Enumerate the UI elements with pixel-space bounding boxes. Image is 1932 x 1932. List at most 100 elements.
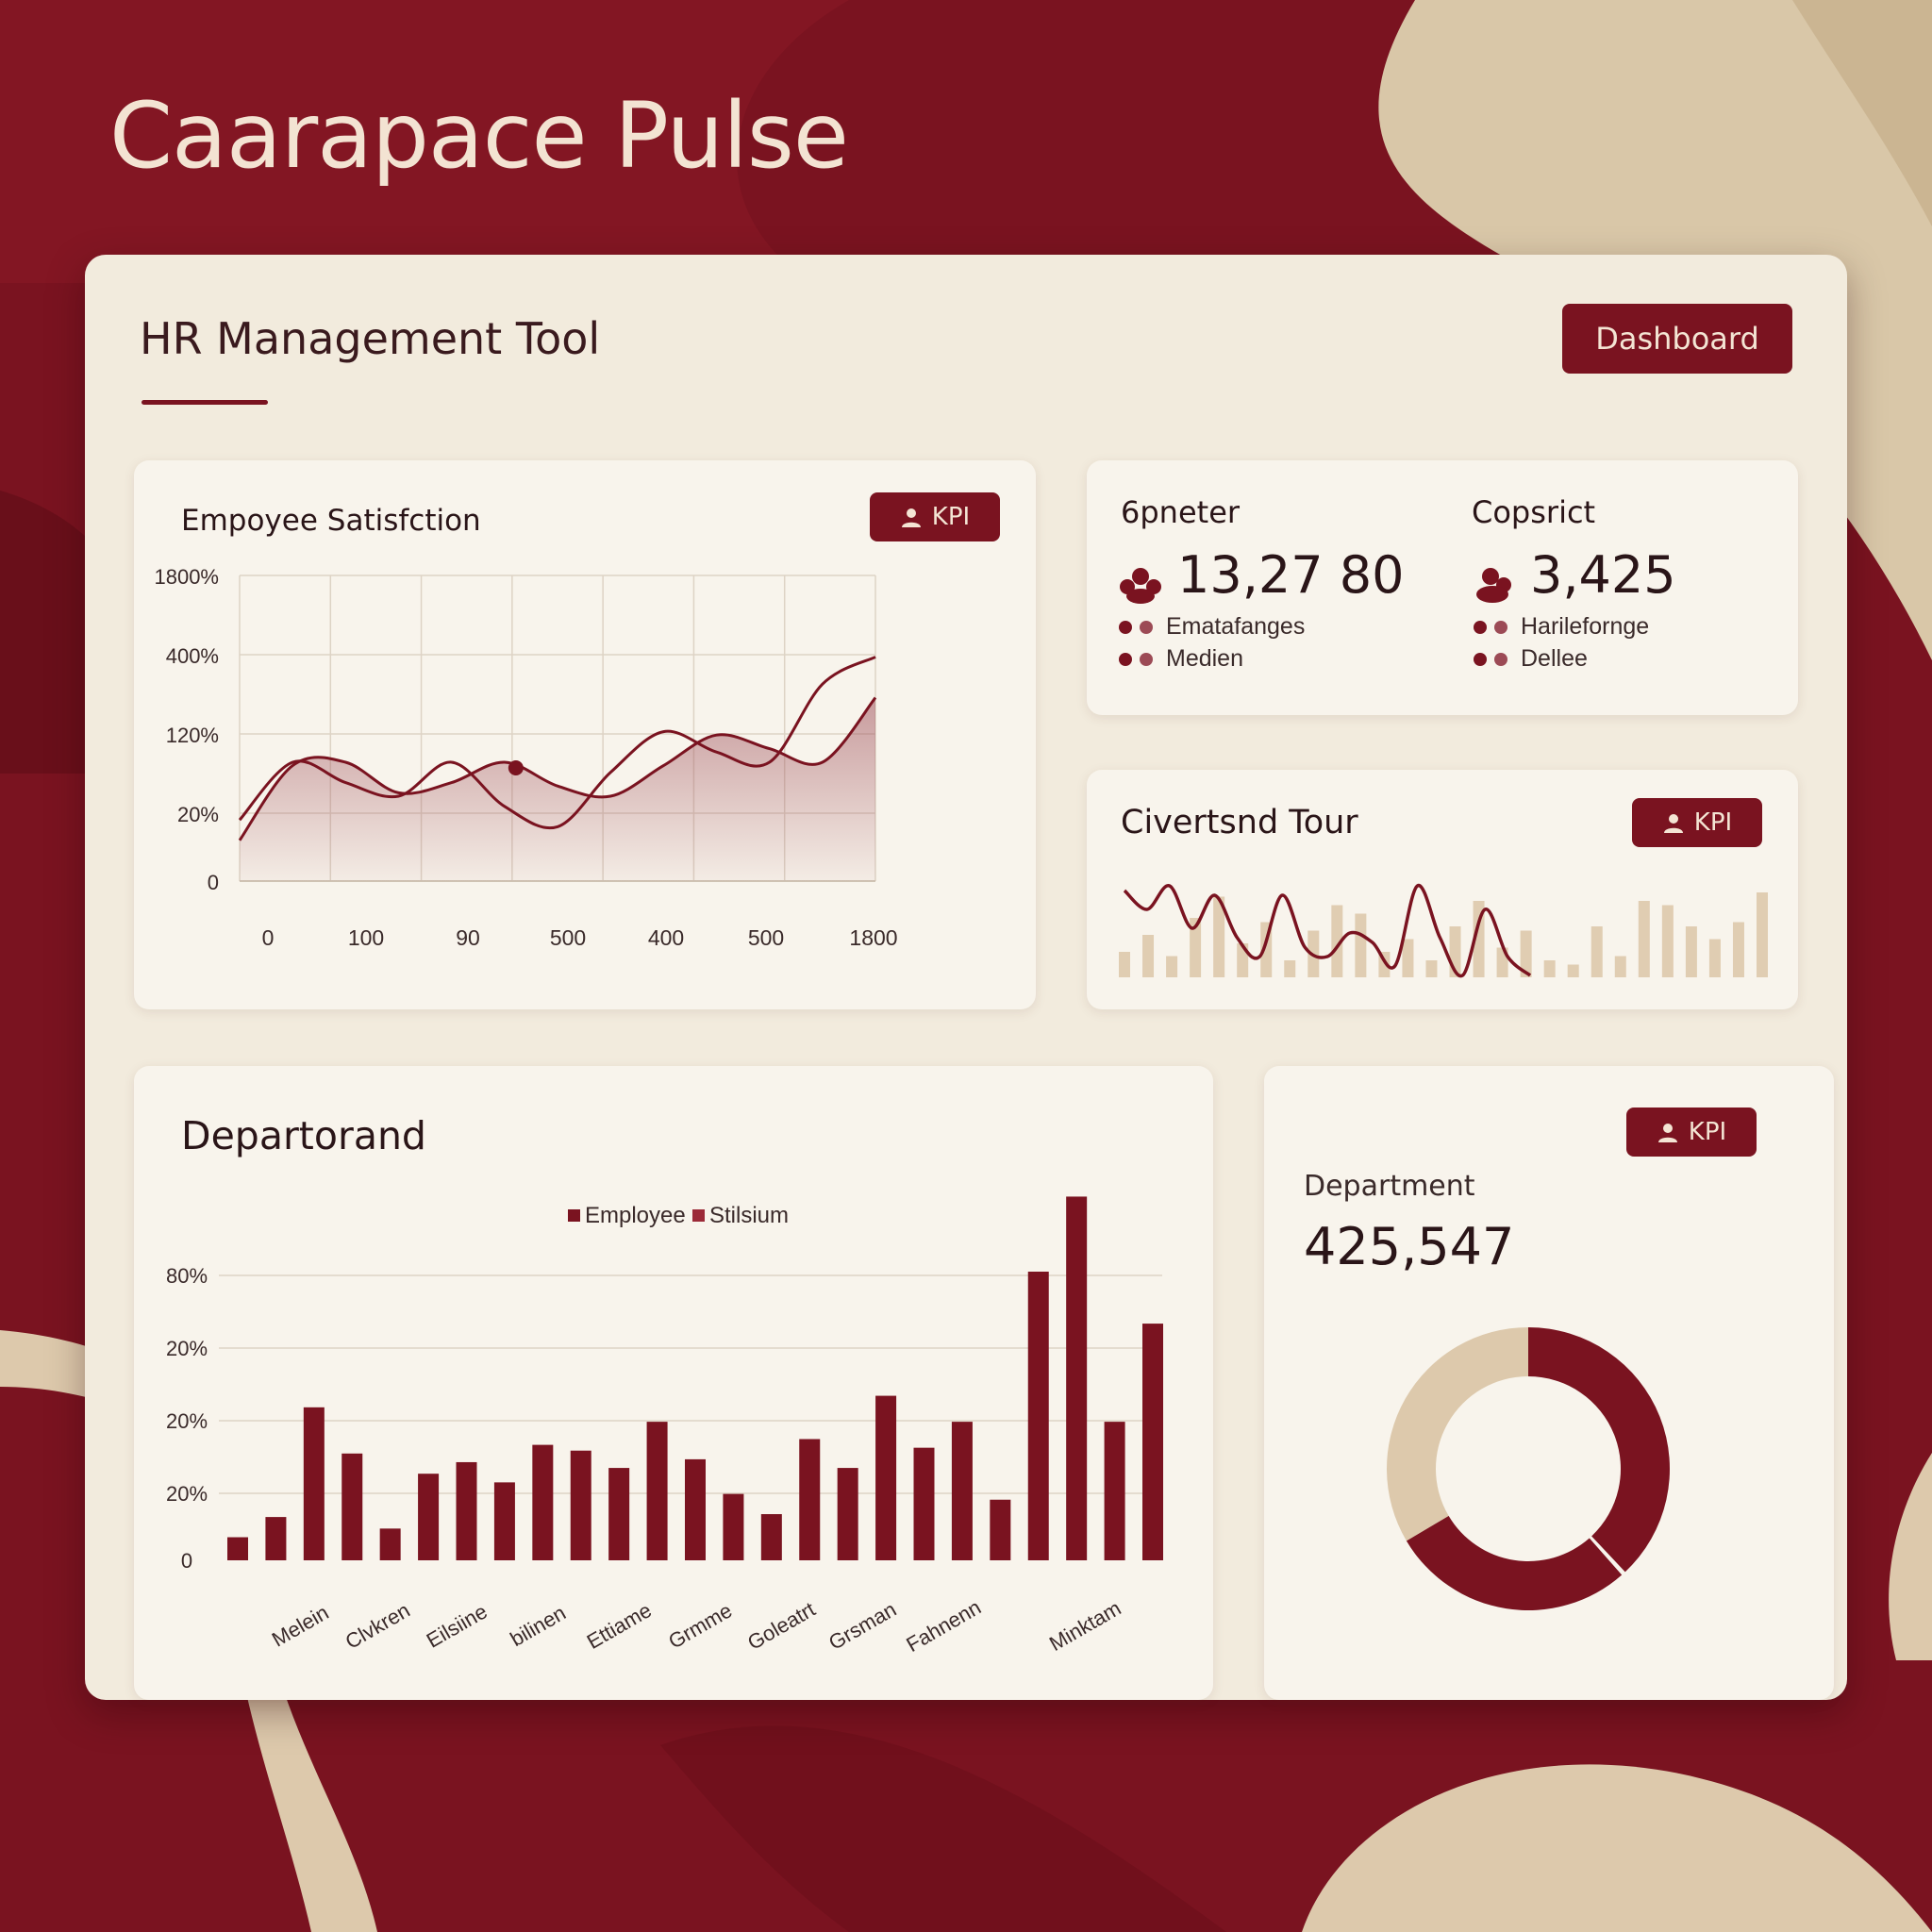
app-title: Caarapace Pulse xyxy=(109,83,849,189)
tour-bar xyxy=(1567,964,1579,977)
x-tick-label: 1800 xyxy=(849,925,897,950)
department-card: Departorand 80% 20% 20% 20% 0 Employee Stilsiu… xyxy=(134,1066,1213,1700)
person-icon xyxy=(1662,812,1685,833)
tour-bar xyxy=(1190,918,1202,977)
department-bar xyxy=(265,1517,287,1560)
kpi-badge[interactable]: KPI xyxy=(1626,1108,1757,1157)
tour-title: Civertsnd Tour xyxy=(1121,804,1358,841)
department-bar xyxy=(608,1468,630,1560)
x-category-label: Fahnenn xyxy=(902,1595,985,1657)
satisfaction-title: Empoyee Satisfction xyxy=(181,504,481,538)
legend-swatch xyxy=(692,1209,705,1222)
tour-bar xyxy=(1284,960,1296,977)
y-tick-label: 0 xyxy=(181,1549,192,1573)
stat-value-right: 3,425 xyxy=(1530,545,1676,605)
x-tick-label: 90 xyxy=(456,925,480,950)
stat-line: Ematafanges xyxy=(1119,613,1305,641)
person-icon xyxy=(1657,1122,1679,1142)
donut-slice xyxy=(1528,1327,1670,1573)
tour-line xyxy=(1123,884,1532,978)
tour-bar xyxy=(1142,935,1155,977)
x-tick-label: 500 xyxy=(748,925,784,950)
department-bar xyxy=(341,1453,363,1560)
tour-bar xyxy=(1473,901,1485,977)
data-point xyxy=(508,760,524,775)
x-category-label: Melein xyxy=(268,1600,333,1651)
dashboard-button[interactable]: Dashboard xyxy=(1562,304,1792,374)
tour-chart xyxy=(1119,884,1768,978)
y-tick-label: 0 xyxy=(208,871,219,894)
department-title: Departorand xyxy=(181,1113,426,1158)
department-bar xyxy=(646,1422,668,1560)
department-bar xyxy=(379,1528,401,1560)
stats-card: 6pneter 13,27 80 Ematafanges Medien Cops… xyxy=(1087,460,1798,715)
tour-bar xyxy=(1520,930,1532,977)
department-bar xyxy=(723,1493,744,1560)
series-area xyxy=(240,697,875,881)
tour-card: Civertsnd Tour KPI xyxy=(1087,770,1798,1009)
tour-bar xyxy=(1543,960,1556,977)
department-bar xyxy=(913,1447,935,1560)
y-tick-label: 20% xyxy=(166,1482,208,1506)
tour-bar xyxy=(1661,905,1674,977)
tour-bar xyxy=(1757,892,1768,977)
title-underline xyxy=(142,400,268,405)
tour-bar xyxy=(1331,905,1343,977)
tour-bar xyxy=(1614,956,1626,977)
department-bar xyxy=(951,1422,973,1560)
people-icon xyxy=(1120,568,1161,604)
legend-swatch xyxy=(568,1209,580,1222)
stat-line: Medien xyxy=(1119,645,1243,673)
stat-value-left: 13,27 80 xyxy=(1177,545,1405,605)
x-tick-label: 400 xyxy=(648,925,684,950)
y-tick-label: 20% xyxy=(177,803,219,826)
tour-bar xyxy=(1402,939,1414,977)
department-bar xyxy=(760,1514,782,1560)
department-bar xyxy=(532,1444,554,1560)
x-category-label: Ettiame xyxy=(583,1598,656,1654)
donut-slice xyxy=(1387,1327,1528,1541)
kpi-card: KPI Department 425,547 xyxy=(1264,1066,1834,1700)
y-tick-label: 80% xyxy=(166,1264,208,1288)
department-bar xyxy=(1027,1272,1049,1560)
department-bar xyxy=(418,1474,440,1560)
kpi-value: 425,547 xyxy=(1304,1217,1515,1276)
kpi-label: Department xyxy=(1304,1170,1475,1203)
department-bar xyxy=(837,1468,858,1560)
kpi-badge-label: KPI xyxy=(1693,808,1733,837)
x-category-label: bilinen xyxy=(506,1601,570,1651)
x-category-label: Eilsiine xyxy=(423,1599,491,1653)
department-bar xyxy=(875,1395,897,1560)
x-category-label: Clvkren xyxy=(341,1598,414,1654)
satisfaction-card: Empoyee Satisfction KPI 1800% 400% 120% 20%… xyxy=(134,460,1036,1009)
tour-bar xyxy=(1708,939,1721,977)
tour-bar xyxy=(1638,901,1650,977)
series-line xyxy=(238,696,877,841)
y-tick-label: 20% xyxy=(166,1409,208,1433)
kpi-badge[interactable]: KPI xyxy=(1632,798,1762,847)
kpi-badge[interactable]: KPI xyxy=(870,492,1000,541)
tour-bar xyxy=(1732,922,1744,977)
department-bar xyxy=(493,1482,515,1560)
people-icon xyxy=(1476,568,1511,603)
tour-bar xyxy=(1119,952,1130,977)
tour-bar xyxy=(1685,926,1697,977)
department-bar xyxy=(1142,1324,1163,1560)
stat-line: Harilefornge xyxy=(1474,613,1649,641)
series-line xyxy=(238,656,876,830)
donut-slice xyxy=(1589,1536,1625,1575)
x-category-label: Grsman xyxy=(824,1597,900,1655)
x-tick-label: 500 xyxy=(550,925,586,950)
donut-slice xyxy=(1406,1515,1623,1610)
department-bar xyxy=(227,1537,248,1560)
kpi-badge-label: KPI xyxy=(931,503,971,531)
stat-title-left: 6pneter xyxy=(1121,494,1241,530)
tour-bar xyxy=(1213,896,1225,977)
department-bar xyxy=(1104,1422,1125,1560)
x-category-label: Grmme xyxy=(664,1598,736,1653)
department-bar xyxy=(799,1439,821,1560)
y-tick-label: 120% xyxy=(166,724,219,747)
satisfaction-chart: 1800% 400% 120% 20% 0 0 100 90 500 400 500 1800 xyxy=(154,565,897,950)
legend-label: Employee xyxy=(585,1203,686,1228)
tour-bar xyxy=(1591,926,1603,977)
